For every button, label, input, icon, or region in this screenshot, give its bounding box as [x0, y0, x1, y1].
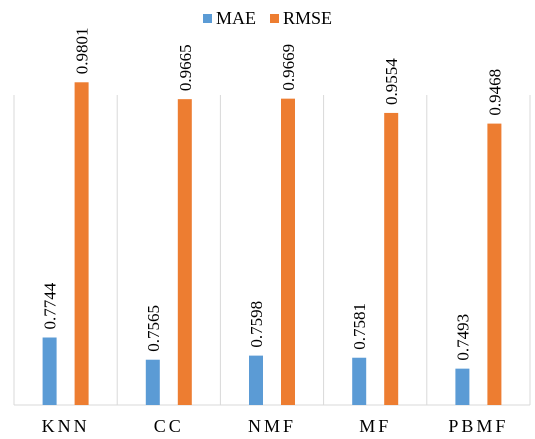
bar-mae-cc — [145, 359, 160, 405]
legend-swatch-mae — [202, 14, 212, 23]
bar-rmse-cc — [177, 99, 192, 405]
data-label-rmse-knn: 0.9801 — [73, 28, 92, 75]
bar-mae-mf — [352, 357, 367, 405]
data-label-mae-knn: 0.7744 — [41, 282, 60, 329]
bar-mae-nmf — [249, 355, 263, 405]
data-label-rmse-cc: 0.9665 — [176, 44, 195, 91]
bar-rmse-nmf — [281, 98, 295, 406]
bar-mae-pbmf — [455, 368, 470, 405]
x-tick-label-knn: KNN — [42, 416, 90, 436]
data-label-rmse-nmf: 0.9669 — [279, 44, 298, 91]
data-label-mae-mf: 0.7581 — [350, 303, 369, 350]
x-tick-label-pbmf: PBMF — [448, 416, 508, 436]
legend-item-mae: MAE — [202, 8, 256, 29]
legend-item-rmse: RMSE — [269, 8, 333, 29]
legend: MAE RMSE — [0, 8, 535, 29]
data-label-mae-cc: 0.7565 — [144, 305, 163, 352]
legend-swatch-rmse — [269, 14, 279, 23]
data-label-rmse-mf: 0.9554 — [382, 58, 401, 105]
bar-rmse-pbmf — [487, 123, 502, 405]
bar-rmse-knn — [74, 82, 89, 406]
data-label-rmse-pbmf: 0.9468 — [485, 69, 504, 116]
legend-label-rmse: RMSE — [282, 8, 333, 28]
data-label-mae-nmf: 0.7598 — [247, 301, 266, 348]
x-tick-label-mf: MF — [359, 416, 391, 436]
data-label-mae-pbmf: 0.7493 — [453, 314, 472, 361]
bar-rmse-mf — [384, 112, 399, 405]
bar-mae-knn — [42, 337, 57, 405]
x-tick-label-cc: CC — [154, 416, 184, 436]
legend-label-mae: MAE — [215, 8, 256, 28]
x-tick-label-nmf: NMF — [248, 416, 296, 436]
